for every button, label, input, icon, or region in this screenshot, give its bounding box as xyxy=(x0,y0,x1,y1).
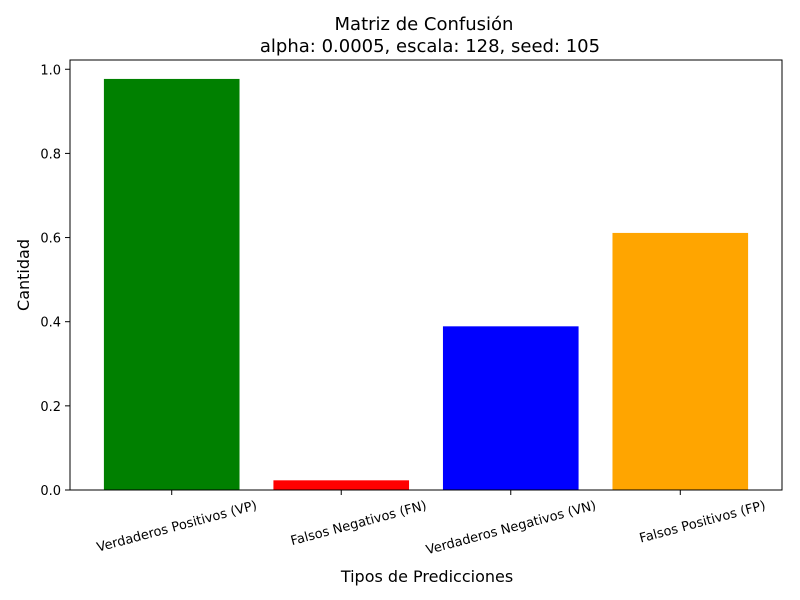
y-tick-label: 0.8 xyxy=(40,147,61,162)
x-tick-label: Falsos Positivos (FP) xyxy=(638,498,767,546)
bar-4 xyxy=(612,232,749,490)
y-tick-label: 0.4 xyxy=(40,316,61,331)
y-tick-label: 0.6 xyxy=(40,232,61,247)
y-tick-label: 0.2 xyxy=(40,400,61,415)
bar-1 xyxy=(103,78,240,490)
y-axis-ticks: 0.0 0.2 0.4 0.6 0.8 1.0 xyxy=(40,63,70,499)
chart-subtitle: alpha: 0.0005, escala: 128, seed: 105 xyxy=(260,36,600,57)
x-tick-label: Verdaderos Negativos (VN) xyxy=(425,498,598,558)
x-tick-label: Verdaderos Positivos (VP) xyxy=(95,498,259,555)
chart-title: Matriz de Confusión xyxy=(335,14,514,35)
y-tick-label: 1.0 xyxy=(40,63,61,78)
y-tick-label: 0.0 xyxy=(40,484,61,499)
bar-3 xyxy=(442,326,579,490)
x-axis-label: Tipos de Predicciones xyxy=(340,567,513,586)
x-axis-ticks: Verdaderos Positivos (VP) Falsos Negativo… xyxy=(95,490,767,558)
plot-frame xyxy=(69,59,783,491)
bars-group xyxy=(103,78,749,490)
x-tick-label: Falsos Negativos (FN) xyxy=(289,498,428,549)
bar-2 xyxy=(273,480,410,490)
y-axis-label: Cantidad xyxy=(14,239,33,311)
